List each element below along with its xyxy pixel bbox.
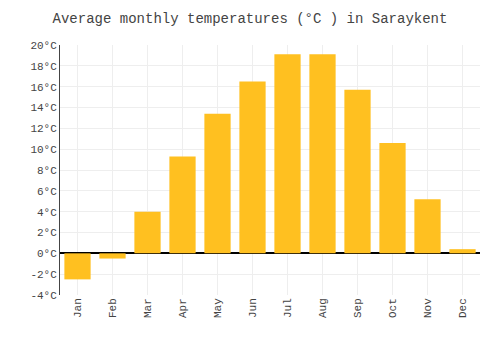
svg-text:Feb: Feb bbox=[107, 298, 119, 318]
svg-text:-2°C: -2°C bbox=[30, 269, 57, 281]
svg-text:18°C: 18°C bbox=[30, 61, 57, 73]
svg-text:2°C: 2°C bbox=[37, 227, 57, 239]
svg-text:20°C: 20°C bbox=[30, 40, 57, 52]
svg-text:0°C: 0°C bbox=[37, 248, 57, 260]
svg-text:Jun: Jun bbox=[247, 298, 259, 318]
svg-text:May: May bbox=[212, 298, 224, 318]
svg-text:16°C: 16°C bbox=[30, 82, 57, 94]
svg-text:Oct: Oct bbox=[387, 298, 399, 318]
svg-text:Nov: Nov bbox=[422, 298, 434, 318]
svg-text:Apr: Apr bbox=[177, 298, 189, 318]
svg-text:4°C: 4°C bbox=[37, 207, 57, 219]
svg-text:8°C: 8°C bbox=[37, 165, 57, 177]
svg-text:Sep: Sep bbox=[352, 298, 364, 318]
svg-text:10°C: 10°C bbox=[30, 144, 57, 156]
svg-text:Jan: Jan bbox=[72, 298, 84, 318]
svg-text:Aug: Aug bbox=[317, 298, 329, 318]
svg-text:12°C: 12°C bbox=[30, 123, 57, 135]
svg-text:Dec: Dec bbox=[457, 298, 469, 318]
svg-text:14°C: 14°C bbox=[30, 102, 57, 114]
svg-text:6°C: 6°C bbox=[37, 186, 57, 198]
svg-text:-4°C: -4°C bbox=[30, 290, 57, 302]
svg-text:Average monthly temperatures (: Average monthly temperatures (°C ) in Sa… bbox=[53, 11, 448, 27]
svg-text:Jul: Jul bbox=[282, 298, 294, 318]
svg-text:Mar: Mar bbox=[142, 298, 154, 318]
